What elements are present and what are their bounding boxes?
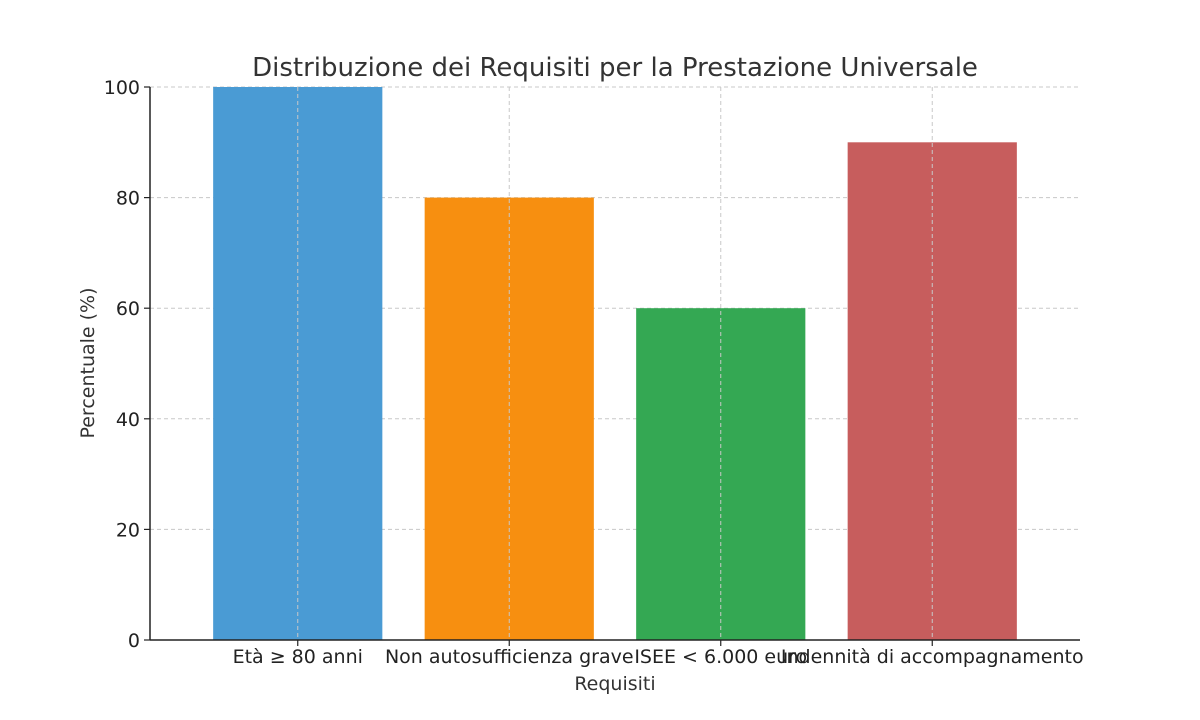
y-tick-label: 60	[116, 298, 140, 320]
x-axis-label: Requisiti	[574, 673, 655, 695]
y-tick-label: 80	[116, 188, 140, 210]
axes	[144, 86, 1080, 646]
y-axis-label: Percentuale (%)	[77, 287, 99, 438]
tick-labels: 0 20 40 60 80 100 Età ≥ 80 anni Non autosuffici…	[104, 77, 1084, 668]
bars	[213, 87, 1017, 641]
x-tick-label: Indennità di accompagnamento	[781, 646, 1084, 668]
x-tick-label: Non autosufficienza grave	[385, 646, 634, 668]
y-tick-label: 100	[104, 77, 140, 99]
y-tick-label: 0	[128, 630, 140, 652]
x-tick-label: Età ≥ 80 anni	[233, 646, 363, 668]
chart-title: Distribuzione dei Requisiti per la Prest…	[252, 53, 978, 83]
y-tick-label: 20	[116, 519, 140, 541]
x-tick-label: ISEE < 6.000 euro	[634, 646, 807, 668]
y-tick-label: 40	[116, 409, 140, 431]
